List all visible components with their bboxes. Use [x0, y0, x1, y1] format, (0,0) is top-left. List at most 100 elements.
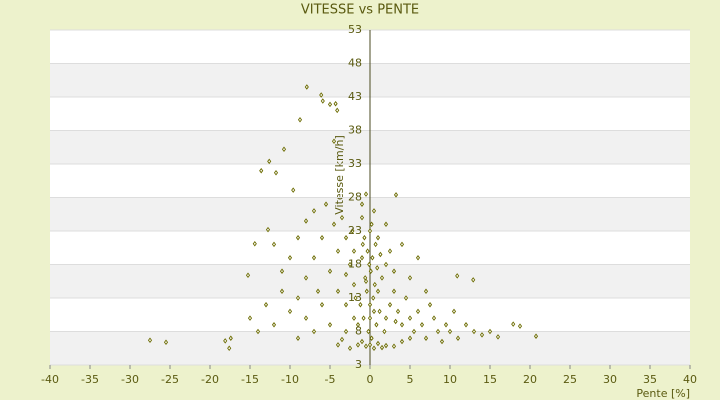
point [163, 339, 169, 345]
point [377, 308, 382, 315]
point [359, 255, 365, 261]
point [393, 192, 399, 198]
point [455, 273, 460, 279]
point [415, 308, 421, 315]
y-tick-label: 38 [348, 124, 362, 137]
point [363, 343, 369, 349]
point [419, 322, 425, 328]
point [223, 338, 228, 344]
y-tick-label: 48 [348, 57, 362, 70]
point [363, 278, 369, 284]
point [265, 226, 271, 233]
point [368, 268, 373, 274]
point [252, 240, 257, 247]
point [369, 221, 374, 228]
point [358, 301, 363, 308]
y-tick-label: 8 [355, 325, 362, 338]
point [351, 315, 357, 321]
point [471, 328, 477, 335]
point [371, 345, 377, 351]
point [319, 301, 325, 308]
x-tick-label: 5 [407, 373, 414, 386]
point [327, 101, 333, 108]
point [327, 268, 333, 274]
point [333, 100, 338, 107]
y-axis-title: Vitesse [km/h] [333, 135, 346, 215]
x-tick-label: -5 [325, 373, 336, 386]
point [463, 322, 469, 328]
point [339, 336, 345, 343]
point [339, 214, 345, 221]
point [351, 248, 357, 254]
y-tick-label: 3 [355, 358, 362, 371]
point [319, 234, 325, 241]
point [399, 241, 405, 248]
point [487, 328, 493, 335]
x-tick-label: -30 [121, 373, 139, 386]
point [331, 221, 337, 228]
x-tick-label: 15 [483, 373, 497, 386]
point [227, 345, 232, 351]
point [281, 146, 287, 153]
point [370, 255, 375, 261]
point [359, 214, 365, 221]
point [364, 288, 369, 295]
point [347, 261, 353, 268]
y-tick-label: 33 [348, 157, 362, 170]
point [471, 277, 476, 283]
point [303, 315, 309, 321]
point [371, 208, 377, 214]
point [495, 334, 501, 340]
point [415, 255, 421, 261]
x-tick-label: 25 [563, 373, 577, 386]
point [291, 187, 296, 193]
point [375, 340, 381, 347]
point [367, 261, 372, 268]
point [311, 328, 317, 335]
point [303, 275, 309, 281]
point [359, 338, 365, 345]
point [369, 335, 374, 341]
y-tick-label: 53 [348, 23, 362, 36]
point [320, 98, 325, 104]
point [228, 335, 233, 341]
point [303, 218, 309, 224]
point [255, 328, 261, 335]
point [363, 191, 369, 197]
point [395, 308, 401, 315]
x-tick-label: 10 [443, 373, 457, 386]
point [407, 275, 413, 281]
point [383, 315, 389, 321]
point [375, 265, 380, 271]
point [431, 315, 437, 321]
y-tick-label: 28 [348, 191, 362, 204]
point [391, 268, 397, 274]
point [343, 301, 349, 308]
point [343, 234, 349, 241]
point [447, 328, 453, 335]
point [372, 281, 377, 288]
point [263, 301, 269, 308]
point [353, 295, 358, 301]
x-tick-label: -40 [41, 373, 59, 386]
point [343, 328, 349, 335]
point [245, 272, 251, 278]
point [378, 251, 383, 258]
point [399, 338, 405, 345]
point [375, 288, 381, 295]
x-tick-label: 30 [603, 373, 617, 386]
point [295, 335, 301, 341]
point [362, 234, 367, 241]
point [147, 337, 153, 343]
point [351, 281, 357, 288]
point [423, 288, 429, 295]
point [407, 335, 413, 341]
point [379, 344, 385, 351]
x-tick-label: -15 [241, 373, 259, 386]
point [373, 241, 378, 248]
x-tick-label: -10 [281, 373, 299, 386]
point [379, 275, 385, 281]
x-tick-label: 35 [643, 373, 657, 386]
point [383, 261, 389, 268]
